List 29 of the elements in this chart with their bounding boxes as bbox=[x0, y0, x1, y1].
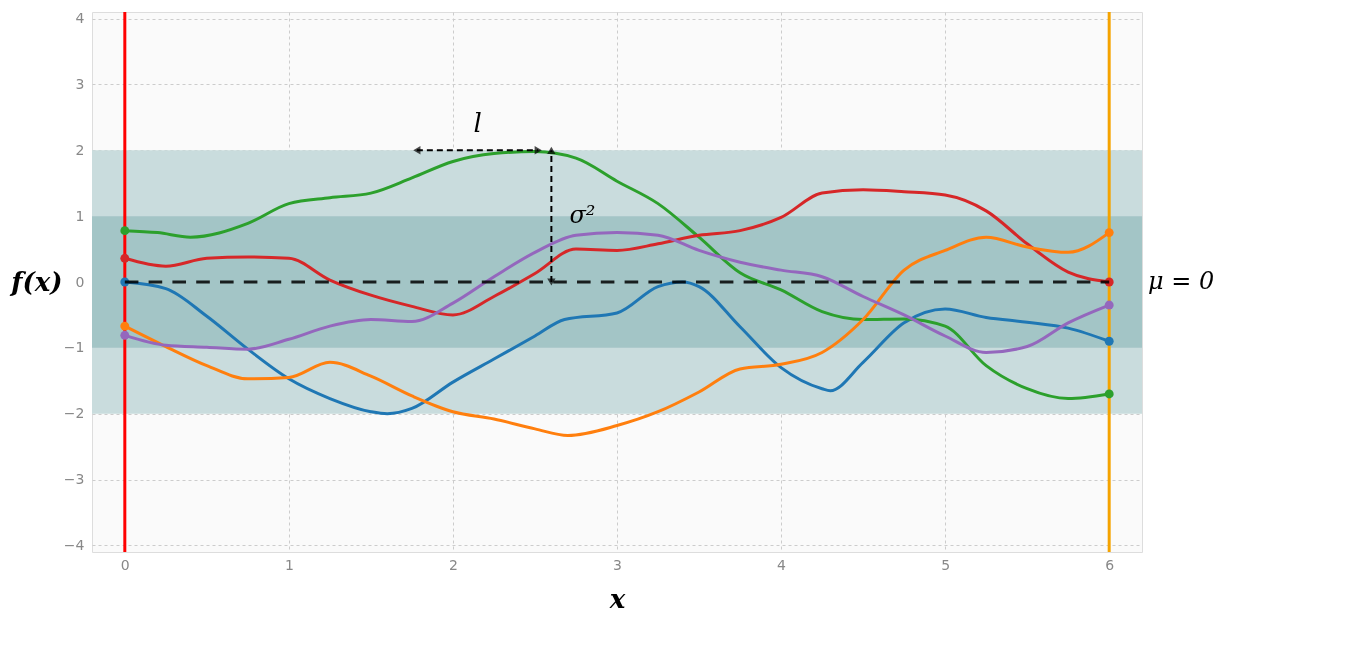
point bbox=[1104, 336, 1114, 346]
point bbox=[120, 321, 130, 331]
x-tick-label: 2 bbox=[448, 556, 458, 573]
y-tick-label: −4 bbox=[63, 536, 85, 553]
x-tick-label: 0 bbox=[120, 556, 130, 573]
y-axis-title: f(x) bbox=[9, 266, 63, 297]
x-tick-label: 4 bbox=[777, 556, 787, 573]
y-tick-label: −2 bbox=[63, 405, 85, 422]
y-tick-label: 3 bbox=[75, 75, 85, 92]
x-tick-label: 6 bbox=[1105, 556, 1115, 573]
annotation: σ² bbox=[569, 201, 596, 230]
point bbox=[1104, 389, 1114, 399]
y-tick-label: −3 bbox=[63, 471, 85, 488]
x-axis-title: x bbox=[608, 583, 626, 614]
y-tick-label: 2 bbox=[75, 141, 85, 158]
point bbox=[120, 330, 130, 340]
point bbox=[120, 253, 130, 263]
annotation: l bbox=[473, 108, 482, 139]
x-tick-label: 3 bbox=[613, 556, 622, 573]
x-tick-label: 1 bbox=[284, 556, 294, 573]
x-tick-label: 5 bbox=[941, 556, 951, 573]
ref-line-label: μ = 0 bbox=[1148, 267, 1215, 295]
y-tick-label: 4 bbox=[75, 10, 85, 27]
point bbox=[120, 226, 130, 236]
y-tick-label: 0 bbox=[75, 273, 85, 290]
point bbox=[1104, 228, 1114, 238]
point bbox=[1104, 300, 1114, 310]
y-tick-label: 1 bbox=[75, 207, 85, 224]
y-tick-label: −1 bbox=[63, 339, 85, 356]
